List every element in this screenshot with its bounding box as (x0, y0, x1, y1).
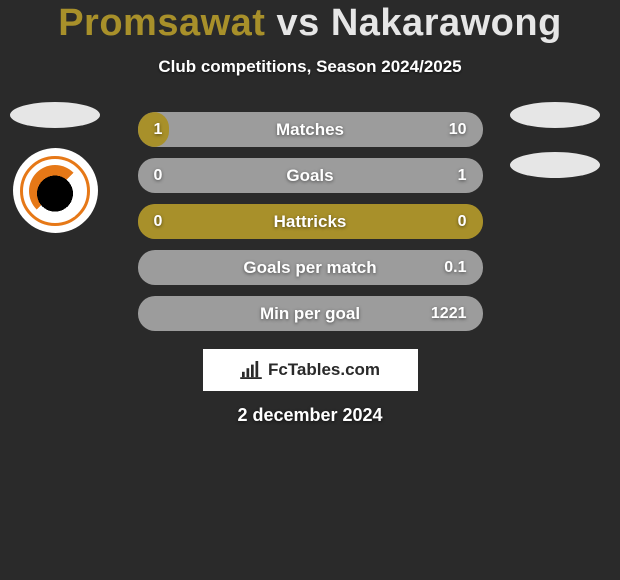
club-logo-text: CHIANGRAI (35, 212, 75, 219)
title-vs: vs (277, 2, 320, 44)
stat-bar: Goals0 1 (138, 158, 483, 193)
brand-text: FcTables.com (268, 360, 380, 380)
stat-label: Goals (138, 166, 483, 186)
ellipse-icon (10, 102, 100, 128)
stat-row: Goals per match0.1 (138, 250, 483, 285)
date-text: 2 december 2024 (0, 405, 620, 426)
right-badge-column (510, 102, 610, 178)
stat-value-right: 0 (458, 213, 467, 231)
comparison-card: Promsawat vs Nakarawong Club competition… (0, 0, 620, 426)
stat-row: Min per goal1221 (138, 296, 483, 331)
stat-row: Goals0 1 (138, 158, 483, 193)
stats-area: CHIANGRAI Matches110Goals01Hattricks00Go… (0, 112, 620, 331)
stat-value-right: 1 (458, 167, 467, 185)
stat-label: Hattricks (138, 212, 483, 232)
stat-bar: Min per goal1221 (138, 296, 483, 331)
stat-label: Matches (138, 120, 483, 140)
bar-chart-icon (240, 361, 262, 379)
stat-bars: Matches110Goals01Hattricks00Goals per ma… (138, 112, 483, 331)
club-logo-inner: CHIANGRAI (20, 156, 90, 226)
stat-label: Goals per match (138, 258, 483, 278)
player1-club-badge: CHIANGRAI (10, 148, 100, 233)
subtitle: Club competitions, Season 2024/2025 (0, 57, 620, 77)
page-title: Promsawat vs Nakarawong (0, 2, 620, 45)
ellipse-icon (510, 152, 600, 178)
stat-value-right: 0.1 (444, 259, 466, 277)
stat-value-right: 10 (449, 121, 467, 139)
stat-value-right: 1221 (431, 305, 467, 323)
stat-bar: Matches1 10 (138, 112, 483, 147)
title-player1: Promsawat (58, 2, 265, 44)
left-badge-column: CHIANGRAI (10, 102, 110, 233)
player2-badge-2 (510, 152, 600, 178)
title-player2: Nakarawong (331, 2, 562, 44)
player2-badge-1 (510, 102, 600, 128)
stat-row: Matches1 10 (138, 112, 483, 147)
stat-value-left: 1 (154, 121, 163, 139)
brand-box[interactable]: FcTables.com (203, 349, 418, 391)
stat-value-left: 0 (154, 167, 163, 185)
player1-badge-generic (10, 102, 100, 128)
stat-bar: Hattricks0 0 (138, 204, 483, 239)
stat-value-left: 0 (154, 213, 163, 231)
stat-row: Hattricks0 0 (138, 204, 483, 239)
ellipse-icon (510, 102, 600, 128)
stat-bar: Goals per match0.1 (138, 250, 483, 285)
club-logo-icon: CHIANGRAI (13, 148, 98, 233)
